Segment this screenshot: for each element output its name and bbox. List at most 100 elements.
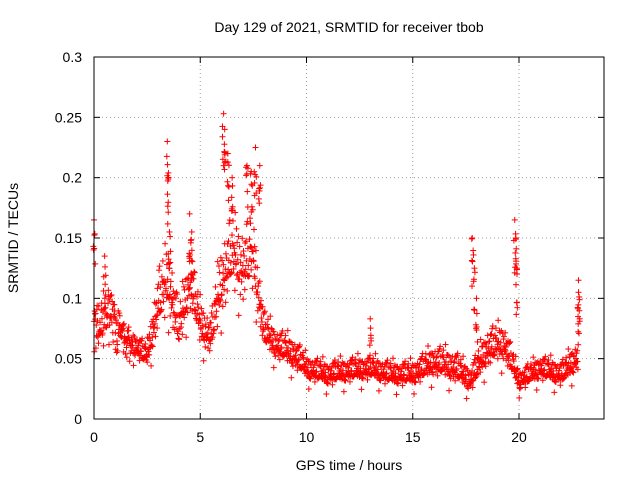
data-point bbox=[323, 391, 330, 398]
data-point bbox=[118, 334, 125, 341]
data-point bbox=[219, 133, 226, 140]
data-point bbox=[497, 339, 504, 346]
data-point bbox=[116, 310, 123, 317]
data-point bbox=[453, 367, 460, 374]
data-point bbox=[120, 320, 127, 327]
data-point bbox=[402, 358, 409, 365]
data-point bbox=[292, 352, 299, 359]
data-point bbox=[382, 370, 389, 377]
data-point bbox=[400, 361, 407, 368]
data-point bbox=[544, 360, 551, 367]
data-point bbox=[393, 391, 400, 398]
data-point bbox=[389, 355, 396, 362]
x-tick-label: 15 bbox=[405, 429, 421, 445]
data-point bbox=[469, 384, 476, 391]
data-point bbox=[198, 305, 205, 312]
data-point bbox=[253, 190, 260, 197]
data-point bbox=[206, 337, 213, 344]
data-point bbox=[110, 338, 117, 345]
data-point bbox=[99, 330, 106, 337]
data-point bbox=[574, 304, 581, 311]
data-point bbox=[450, 359, 457, 366]
data-point bbox=[417, 378, 424, 385]
data-point bbox=[208, 309, 215, 316]
data-point bbox=[205, 323, 212, 330]
data-point bbox=[244, 162, 250, 169]
data-point bbox=[304, 364, 311, 371]
data-point bbox=[251, 226, 258, 233]
data-point bbox=[188, 257, 195, 264]
data-point bbox=[229, 217, 236, 224]
data-point bbox=[470, 251, 477, 258]
data-point bbox=[157, 284, 164, 291]
data-point bbox=[167, 312, 174, 319]
data-point bbox=[248, 266, 255, 273]
data-point bbox=[131, 333, 138, 340]
data-point bbox=[224, 178, 231, 185]
data-point bbox=[453, 365, 460, 372]
data-point bbox=[313, 357, 320, 364]
data-point bbox=[398, 365, 405, 372]
data-point bbox=[276, 336, 283, 343]
data-point bbox=[473, 310, 480, 317]
data-point bbox=[366, 342, 373, 349]
data-point bbox=[287, 348, 294, 355]
data-point bbox=[510, 358, 517, 365]
data-point bbox=[363, 362, 370, 369]
data-point bbox=[300, 355, 307, 362]
data-point bbox=[576, 315, 583, 322]
data-point bbox=[225, 197, 232, 204]
data-point bbox=[272, 353, 279, 360]
data-point bbox=[257, 323, 264, 330]
data-point bbox=[507, 338, 514, 345]
data-point bbox=[260, 311, 267, 318]
data-point bbox=[457, 356, 464, 363]
data-point bbox=[91, 230, 98, 237]
y-tick-label: 0.3 bbox=[63, 49, 83, 65]
data-point bbox=[202, 321, 209, 328]
data-point bbox=[363, 360, 370, 367]
data-point bbox=[184, 275, 191, 282]
data-point bbox=[102, 304, 109, 311]
data-point bbox=[434, 372, 441, 379]
data-point bbox=[346, 378, 353, 385]
data-point bbox=[251, 275, 258, 282]
data-point bbox=[226, 217, 233, 224]
data-point bbox=[457, 362, 464, 369]
data-point bbox=[224, 159, 231, 166]
data-point bbox=[177, 298, 184, 305]
data-point bbox=[339, 359, 346, 366]
data-point bbox=[233, 272, 240, 279]
data-point bbox=[264, 321, 271, 328]
data-point bbox=[496, 344, 503, 351]
data-point bbox=[367, 332, 374, 339]
data-point bbox=[398, 368, 405, 375]
data-points bbox=[90, 110, 583, 402]
data-point bbox=[181, 286, 188, 293]
data-point bbox=[476, 364, 483, 371]
data-point bbox=[433, 354, 440, 361]
data-point bbox=[220, 110, 227, 117]
data-point bbox=[259, 332, 266, 339]
data-point bbox=[469, 235, 476, 241]
data-point bbox=[471, 306, 478, 313]
data-point bbox=[516, 385, 523, 392]
data-point bbox=[541, 356, 548, 363]
x-tick-label: 5 bbox=[196, 429, 204, 445]
data-point bbox=[225, 266, 232, 273]
data-point bbox=[170, 309, 177, 316]
data-point bbox=[152, 333, 159, 340]
data-point bbox=[224, 150, 231, 157]
data-point bbox=[482, 339, 489, 346]
data-point bbox=[254, 289, 261, 296]
data-point bbox=[251, 243, 258, 250]
data-point bbox=[395, 380, 402, 387]
data-point bbox=[202, 343, 209, 350]
data-point bbox=[230, 265, 237, 272]
data-point bbox=[575, 320, 582, 327]
data-point bbox=[109, 298, 116, 305]
data-point bbox=[162, 240, 169, 247]
data-point bbox=[347, 368, 354, 375]
data-point bbox=[575, 330, 582, 337]
y-tick-label: 0.1 bbox=[63, 290, 83, 306]
